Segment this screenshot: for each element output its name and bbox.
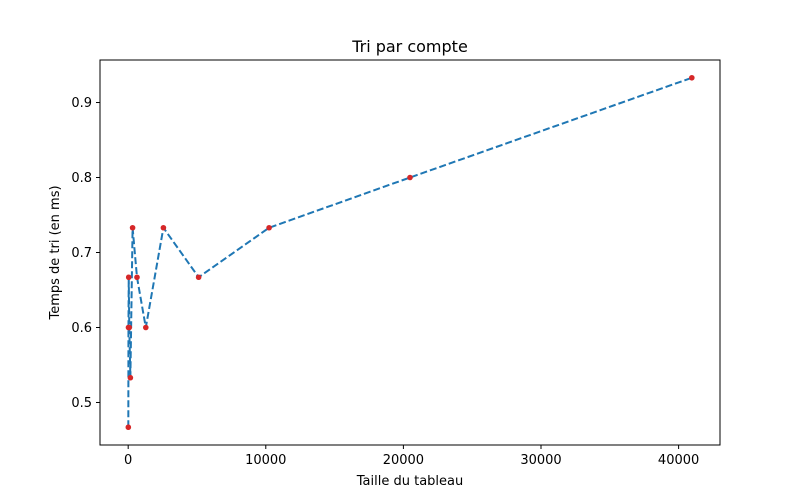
data-point [125, 424, 132, 431]
data-point [129, 224, 136, 231]
plot-area [100, 60, 720, 445]
data-point [266, 224, 272, 231]
plot-frame [99, 59, 721, 446]
y-tick-label: 0.9 [71, 96, 92, 111]
data-point [127, 374, 134, 381]
x-tick-label: 40000 [658, 453, 699, 468]
chart-title: Tri par compte [351, 37, 468, 56]
data-point [195, 274, 202, 281]
data-point [142, 324, 149, 331]
data-point [126, 324, 133, 331]
data-point [134, 274, 140, 281]
data-point [125, 274, 132, 281]
x-tick-label: 0 [124, 453, 132, 468]
series-layer [125, 74, 695, 431]
x-tick-label: 30000 [520, 453, 561, 468]
data-point [689, 74, 695, 81]
x-axis-title: Taille du tableau [356, 474, 463, 489]
y-tick-label: 0.5 [71, 396, 92, 411]
y-tick-label: 0.8 [71, 171, 92, 186]
data-point [407, 174, 413, 181]
y-tick-label: 0.7 [71, 246, 92, 261]
x-ticks: 0 10000 20000 30000 40000 [124, 445, 699, 468]
data-point [160, 224, 167, 231]
y-axis-title: Temps de tri (en ms) [48, 185, 63, 320]
x-tick-label: 10000 [245, 453, 286, 468]
y-ticks: 0.5 0.6 0.7 0.8 0.9 [71, 96, 100, 411]
y-tick-label: 0.6 [71, 321, 92, 336]
x-tick-label: 20000 [383, 453, 424, 468]
